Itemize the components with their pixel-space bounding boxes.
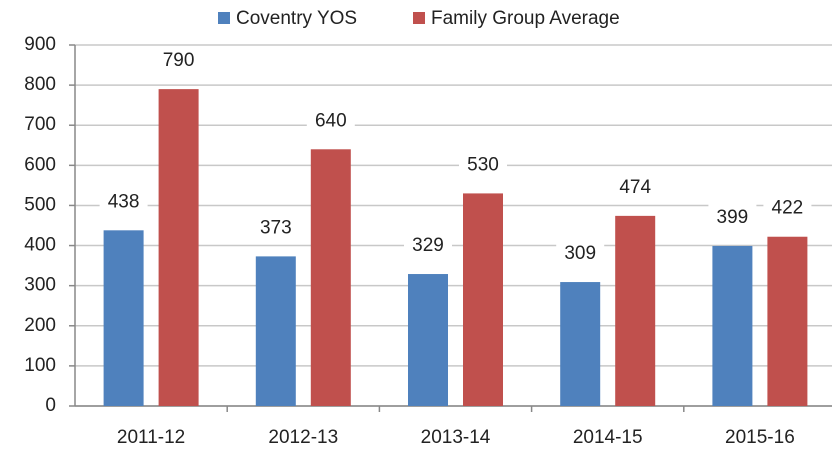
y-tick-label: 300 bbox=[24, 275, 56, 296]
data-label: 474 bbox=[619, 177, 651, 198]
label-bg bbox=[763, 194, 812, 221]
data-label: 422 bbox=[772, 198, 804, 219]
legend-label: Family Group Average bbox=[431, 8, 620, 29]
bar bbox=[158, 89, 199, 406]
y-tick-label: 400 bbox=[24, 235, 56, 256]
data-label: 530 bbox=[467, 154, 499, 175]
data-label: 309 bbox=[564, 243, 596, 264]
label-bg bbox=[611, 173, 660, 200]
label-bg bbox=[251, 214, 300, 241]
legend-swatch bbox=[218, 12, 230, 24]
y-tick-label: 700 bbox=[24, 114, 56, 135]
data-label: 790 bbox=[163, 50, 195, 71]
label-bg bbox=[459, 151, 507, 178]
y-tick-label: 100 bbox=[24, 355, 56, 376]
label-bg bbox=[404, 232, 452, 259]
y-tick-label: 600 bbox=[24, 154, 56, 175]
y-tick-label: 800 bbox=[24, 74, 56, 95]
y-tick-label: 200 bbox=[24, 315, 56, 336]
data-label: 329 bbox=[412, 235, 444, 256]
data-label: 373 bbox=[260, 217, 292, 238]
bar bbox=[310, 149, 351, 407]
bar bbox=[408, 274, 448, 406]
legend-label: Coventry YOS bbox=[236, 8, 357, 29]
data-label: 438 bbox=[108, 191, 140, 212]
bar bbox=[767, 236, 808, 406]
x-tick-label: 2015-16 bbox=[725, 427, 795, 448]
label-bg bbox=[154, 47, 203, 74]
bar bbox=[712, 245, 753, 406]
legend-swatch bbox=[413, 12, 425, 24]
y-tick-label: 900 bbox=[24, 34, 56, 55]
x-tick-label: 2011-12 bbox=[117, 427, 185, 448]
label-bg bbox=[99, 188, 148, 215]
label-bg bbox=[306, 107, 355, 134]
bar bbox=[103, 230, 144, 406]
data-label: 640 bbox=[315, 110, 347, 131]
x-tick-label: 2012-13 bbox=[268, 427, 338, 448]
y-tick-label: 500 bbox=[24, 194, 56, 215]
bar bbox=[560, 282, 601, 406]
bar bbox=[615, 215, 656, 406]
x-tick-label: 2013-14 bbox=[421, 427, 491, 448]
bar bbox=[255, 256, 296, 406]
x-tick-label: 2014-15 bbox=[573, 427, 643, 448]
y-tick-label: 0 bbox=[45, 395, 56, 416]
data-label: 399 bbox=[717, 207, 749, 228]
bar bbox=[463, 193, 503, 406]
label-bg bbox=[556, 240, 605, 267]
label-bg bbox=[708, 203, 757, 230]
